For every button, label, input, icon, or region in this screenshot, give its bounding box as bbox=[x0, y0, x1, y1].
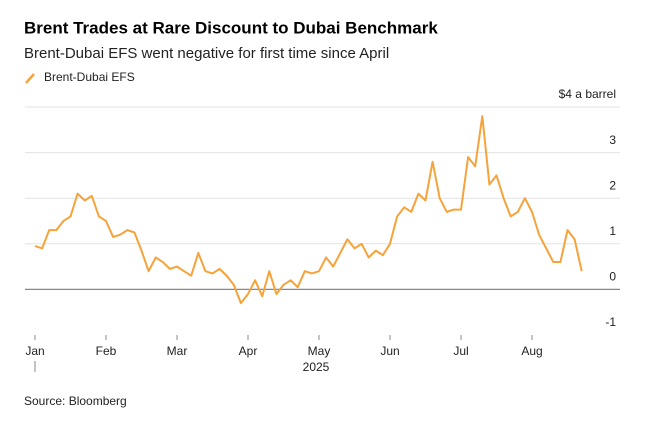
legend-label: Brent-Dubai EFS bbox=[44, 70, 135, 84]
x-tick-label: Feb bbox=[96, 344, 117, 358]
year-label: 2025 bbox=[303, 360, 330, 374]
legend-swatch bbox=[25, 73, 35, 84]
chart-title: Brent Trades at Rare Discount to Dubai B… bbox=[24, 18, 438, 37]
y-tick-label: $4 a barrel bbox=[559, 87, 616, 101]
y-tick-label: 2 bbox=[609, 178, 616, 192]
x-tick-label: Jan bbox=[25, 344, 44, 358]
y-tick-label: 3 bbox=[609, 133, 616, 147]
x-tick-label: Aug bbox=[521, 344, 542, 358]
x-tick-label: Mar bbox=[167, 344, 188, 358]
y-tick-label: 0 bbox=[609, 270, 616, 284]
source: Source: Bloomberg bbox=[24, 394, 127, 408]
data-line bbox=[34, 115, 583, 305]
x-tick-label: Jul bbox=[453, 344, 468, 358]
y-tick-label: -1 bbox=[605, 315, 616, 329]
x-tick-label: May bbox=[308, 344, 331, 358]
chart-subtitle: Brent-Dubai EFS went negative for first … bbox=[24, 45, 389, 62]
x-tick-label: Jun bbox=[380, 344, 399, 358]
x-tick-label: Apr bbox=[239, 344, 258, 358]
y-tick-label: 1 bbox=[609, 224, 616, 238]
